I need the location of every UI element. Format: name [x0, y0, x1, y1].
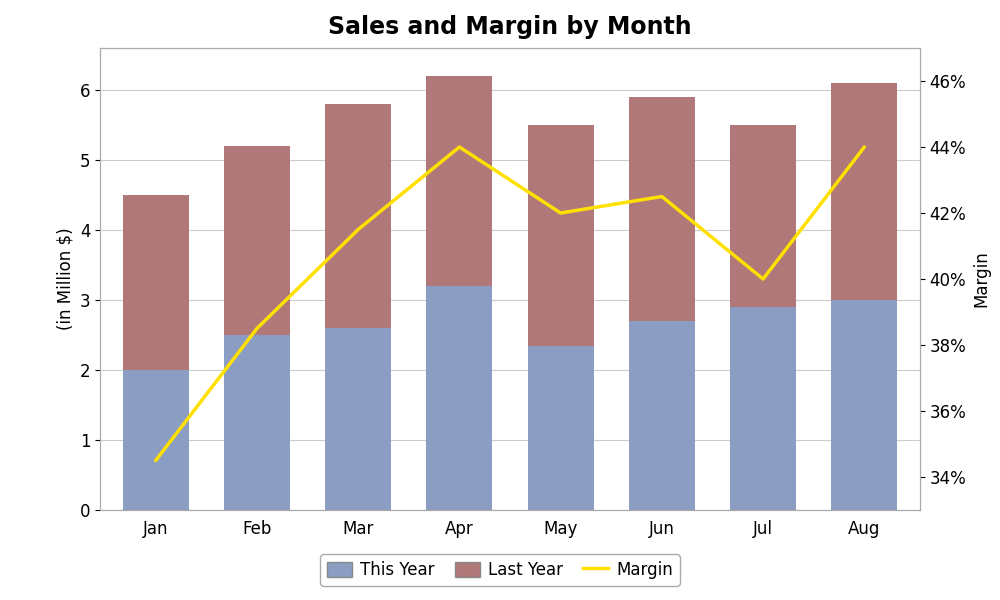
Title: Sales and Margin by Month: Sales and Margin by Month — [328, 15, 692, 39]
Bar — [426, 286, 492, 510]
Margin — [352, 226, 364, 233]
Margin — [555, 209, 567, 217]
Margin — [656, 193, 668, 200]
Legend: This Year, Last Year, Margin: This Year, Last Year, Margin — [320, 554, 680, 586]
Bar — [730, 125, 796, 307]
Bar — [123, 370, 189, 510]
Bar — [325, 104, 391, 328]
Bar — [629, 321, 695, 510]
Bar — [224, 146, 290, 335]
Margin — [150, 457, 162, 464]
Margin — [757, 275, 769, 283]
Bar — [224, 335, 290, 510]
Bar — [831, 300, 897, 510]
Margin — [251, 325, 263, 332]
Y-axis label: Margin: Margin — [972, 251, 990, 307]
Bar — [528, 346, 594, 510]
Y-axis label: (in Million $): (in Million $) — [56, 227, 74, 331]
Bar — [325, 328, 391, 510]
Bar — [730, 307, 796, 510]
Bar — [123, 195, 189, 370]
Bar — [629, 97, 695, 321]
Bar — [426, 76, 492, 286]
Bar — [831, 83, 897, 300]
Line: Margin: Margin — [156, 147, 864, 461]
Margin — [858, 143, 870, 151]
Bar — [528, 125, 594, 346]
Margin — [453, 143, 465, 151]
